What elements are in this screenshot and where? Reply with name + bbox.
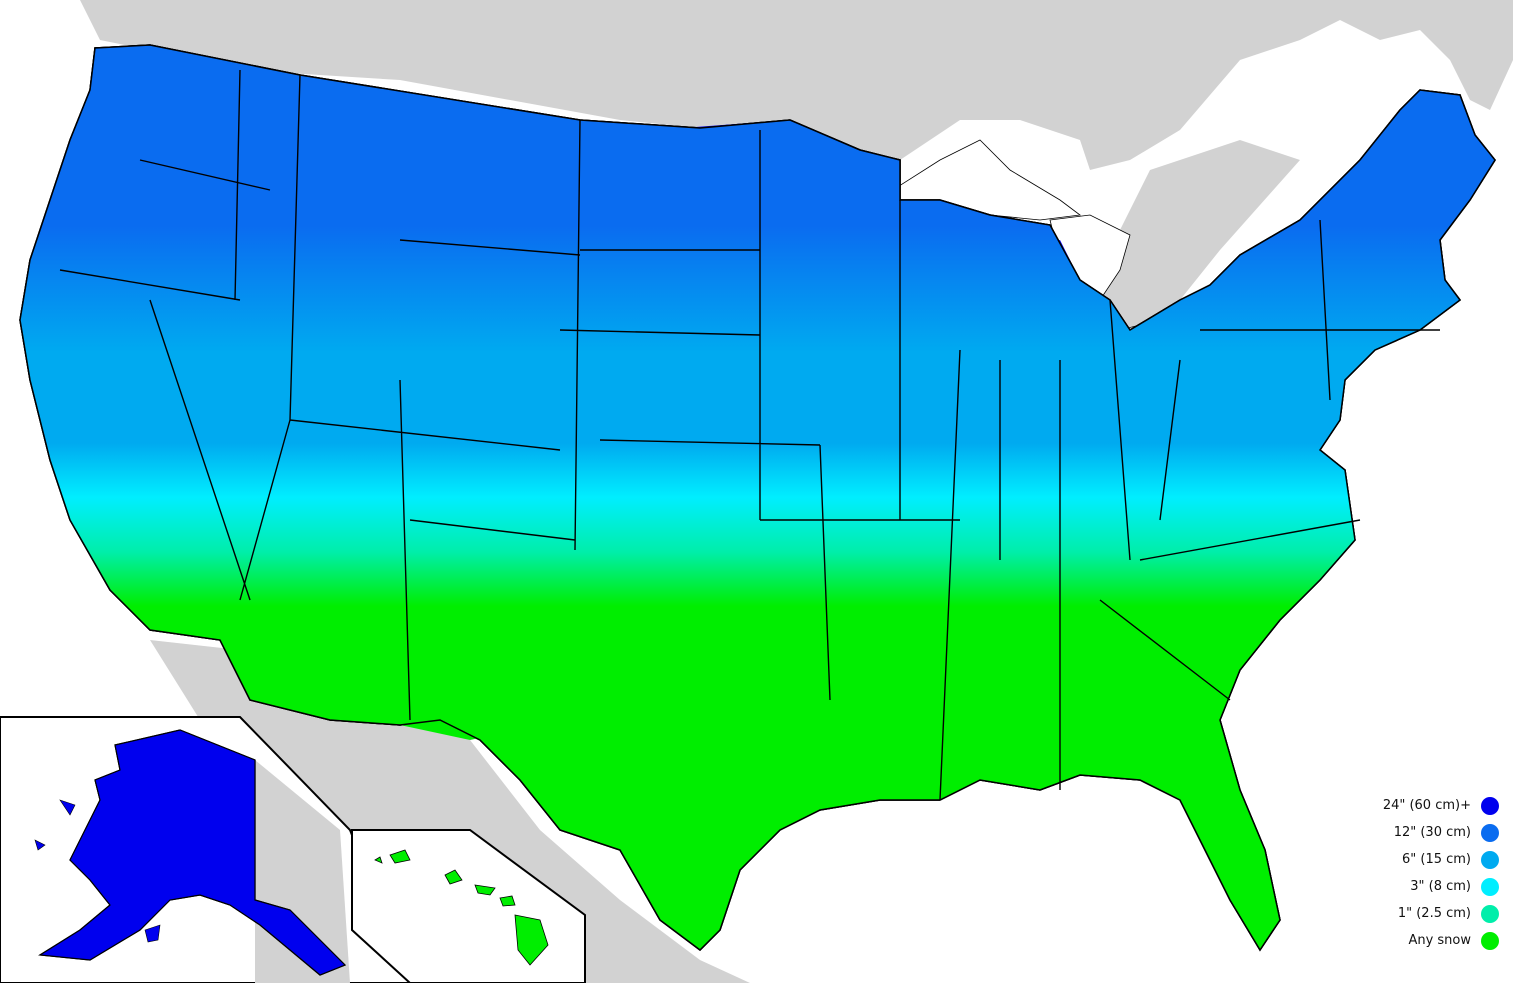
state-borders <box>59 69 1440 801</box>
legend-label: 1" (2.5 cm) <box>1397 906 1471 921</box>
legend-label: Any snow <box>1408 933 1471 948</box>
legend-item-3in: 3" (8 cm) <box>1279 873 1499 900</box>
legend-item-any-snow: Any snow <box>1279 927 1499 954</box>
legend-item-12in: 12" (30 cm) <box>1279 819 1499 846</box>
legend-swatch <box>1481 877 1499 896</box>
legend-swatch <box>1481 850 1499 869</box>
alaska-inset <box>0 716 412 983</box>
legend-swatch <box>1481 904 1499 923</box>
hawaii-inset <box>351 829 586 983</box>
legend-label: 24" (60 cm)+ <box>1382 798 1471 813</box>
legend: 24" (60 cm)+ 12" (30 cm) 6" (15 cm) 3" (… <box>1279 792 1499 954</box>
legend-label: 3" (8 cm) <box>1410 879 1471 894</box>
legend-swatch <box>1481 823 1499 842</box>
legend-item-24in: 24" (60 cm)+ <box>1279 792 1499 819</box>
legend-label: 6" (15 cm) <box>1401 852 1471 867</box>
legend-swatch <box>1481 931 1499 950</box>
legend-item-1in: 1" (2.5 cm) <box>1279 900 1499 927</box>
legend-label: 12" (30 cm) <box>1393 825 1471 840</box>
legend-item-6in: 6" (15 cm) <box>1279 846 1499 873</box>
legend-swatch <box>1481 796 1499 815</box>
